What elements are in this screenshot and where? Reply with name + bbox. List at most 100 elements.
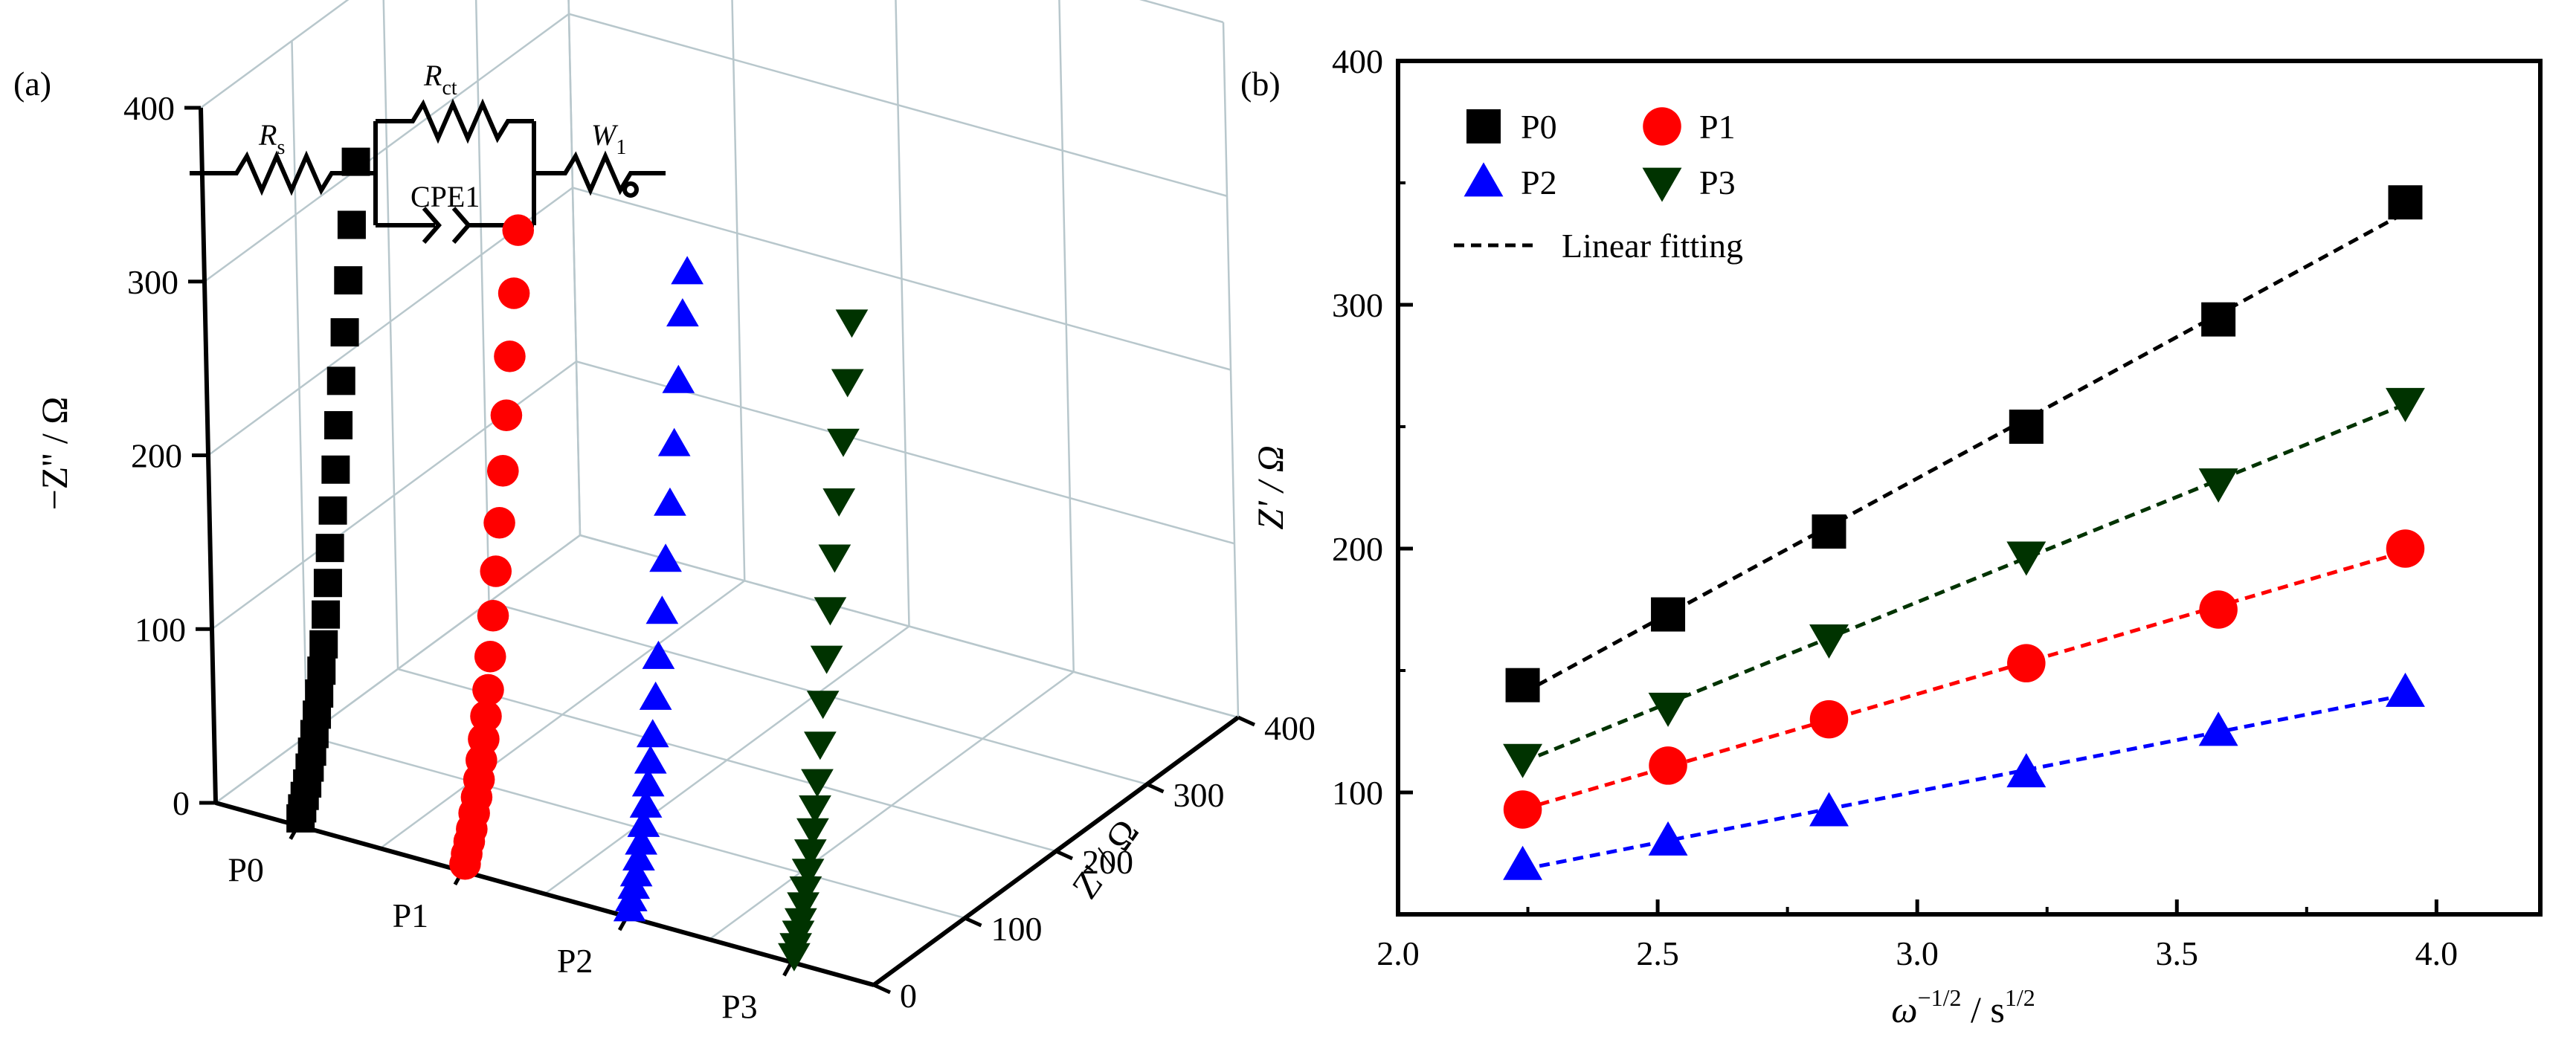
y-tick-label: 0 <box>900 977 917 1015</box>
cpe-plate-left <box>422 207 442 244</box>
category-axis-line <box>215 801 875 987</box>
data-point <box>629 789 663 818</box>
data-point <box>2009 410 2044 444</box>
panel-a-label: (a) <box>13 65 51 103</box>
data-point <box>822 488 856 517</box>
data-point <box>502 214 535 246</box>
grid-line <box>382 0 399 670</box>
data-point <box>654 487 686 516</box>
grid-line <box>474 0 490 603</box>
data-point <box>793 839 827 868</box>
data-point <box>810 645 843 674</box>
data-point <box>468 723 500 755</box>
data-point <box>799 795 831 824</box>
data-point <box>498 277 530 309</box>
data-point <box>1503 845 1543 880</box>
legend-marker-p0 <box>1466 109 1501 143</box>
data-point <box>666 298 699 327</box>
data-point <box>2386 529 2425 568</box>
rct-resistor <box>376 98 534 144</box>
legend-label-p2: P2 <box>1521 164 1557 201</box>
legend-label-p3: P3 <box>1699 164 1736 201</box>
grid-line <box>204 13 570 282</box>
w-label: W1 <box>591 118 626 159</box>
grid-line <box>1222 22 1240 718</box>
data-point <box>309 630 338 659</box>
data-point <box>315 534 344 563</box>
data-point <box>326 366 355 395</box>
data-point <box>307 656 336 685</box>
data-point <box>330 318 359 347</box>
y-tick-label: 200 <box>1082 843 1133 881</box>
data-point <box>1648 692 1688 727</box>
category-label: P2 <box>557 942 593 980</box>
data-point <box>631 768 665 797</box>
warburg-element <box>534 150 666 196</box>
data-point <box>827 428 860 457</box>
data-point <box>341 147 370 176</box>
y-tick-mark <box>964 916 982 928</box>
data-point <box>1651 597 1686 632</box>
data-point <box>782 920 815 949</box>
data-point <box>474 640 506 673</box>
series-p2 <box>613 256 703 922</box>
data-point <box>470 700 502 732</box>
panel-b-legend: P0 P1 P2 P3 Linear fitting <box>1454 107 1743 265</box>
data-point <box>636 719 669 748</box>
x-tick-label: 2.0 <box>1376 934 1420 972</box>
grid-line <box>1058 0 1075 672</box>
series-p0 <box>286 147 370 833</box>
data-point <box>2386 672 2425 707</box>
rs-label: Rs <box>258 118 285 159</box>
x-tick-label: 3.5 <box>2156 934 2199 972</box>
data-point <box>480 555 512 587</box>
data-point <box>801 769 834 798</box>
legend-label-p0: P0 <box>1521 108 1557 146</box>
data-point <box>806 691 840 720</box>
grid-line <box>731 0 746 581</box>
data-point <box>2198 468 2238 503</box>
series-p0 <box>1505 185 2423 702</box>
grid-line <box>379 580 745 850</box>
data-point <box>1503 790 1542 829</box>
rs-resistor <box>190 150 376 196</box>
data-point <box>321 455 350 484</box>
grid-line <box>1139 0 1224 24</box>
series-p1 <box>1503 529 2425 829</box>
series-p1 <box>449 214 535 880</box>
panel-b-label: (b) <box>1240 65 1281 103</box>
data-point <box>622 842 655 871</box>
equivalent-circuit-diagram <box>190 98 666 244</box>
grid-line <box>895 0 910 627</box>
data-point <box>789 876 822 905</box>
x-tick-label: 4.0 <box>2415 934 2459 972</box>
legend-fit-label: Linear fitting <box>1562 227 1743 265</box>
series-p3 <box>1503 387 2425 778</box>
data-point <box>1812 514 1846 549</box>
data-point <box>785 908 817 937</box>
data-point <box>814 597 847 626</box>
data-point <box>804 731 837 760</box>
data-point <box>490 399 523 431</box>
grid-line <box>709 671 1075 940</box>
x-tick-label: 3.0 <box>1896 934 1939 972</box>
grid-line <box>215 534 581 804</box>
legend-marker-p2 <box>1464 162 1504 197</box>
fit-line-p0 <box>1522 210 2406 695</box>
data-point <box>818 544 851 573</box>
data-point <box>1649 746 1687 785</box>
y-tick-label: 200 <box>1332 530 1383 568</box>
data-point <box>477 599 509 632</box>
data-point <box>2198 711 2238 746</box>
rct-label: Rct <box>423 59 457 100</box>
panel-b-chart: (b) 2.0 2.5 3.0 3.5 4.0 100 200 300 400 Z' / Ω ω… <box>1240 42 2543 1030</box>
z-tick-label: 0 <box>173 784 190 822</box>
panel-a-data-marks <box>286 147 869 972</box>
data-point <box>2007 644 2046 682</box>
data-point <box>2199 590 2238 629</box>
category-label: P0 <box>228 851 264 889</box>
y-tick-label: 100 <box>991 910 1043 948</box>
data-point <box>831 369 864 398</box>
panel-b-y-axis-title: Z' / Ω <box>1249 445 1291 530</box>
panel-a-z-axis-title: −Z'' / Ω <box>33 397 75 511</box>
